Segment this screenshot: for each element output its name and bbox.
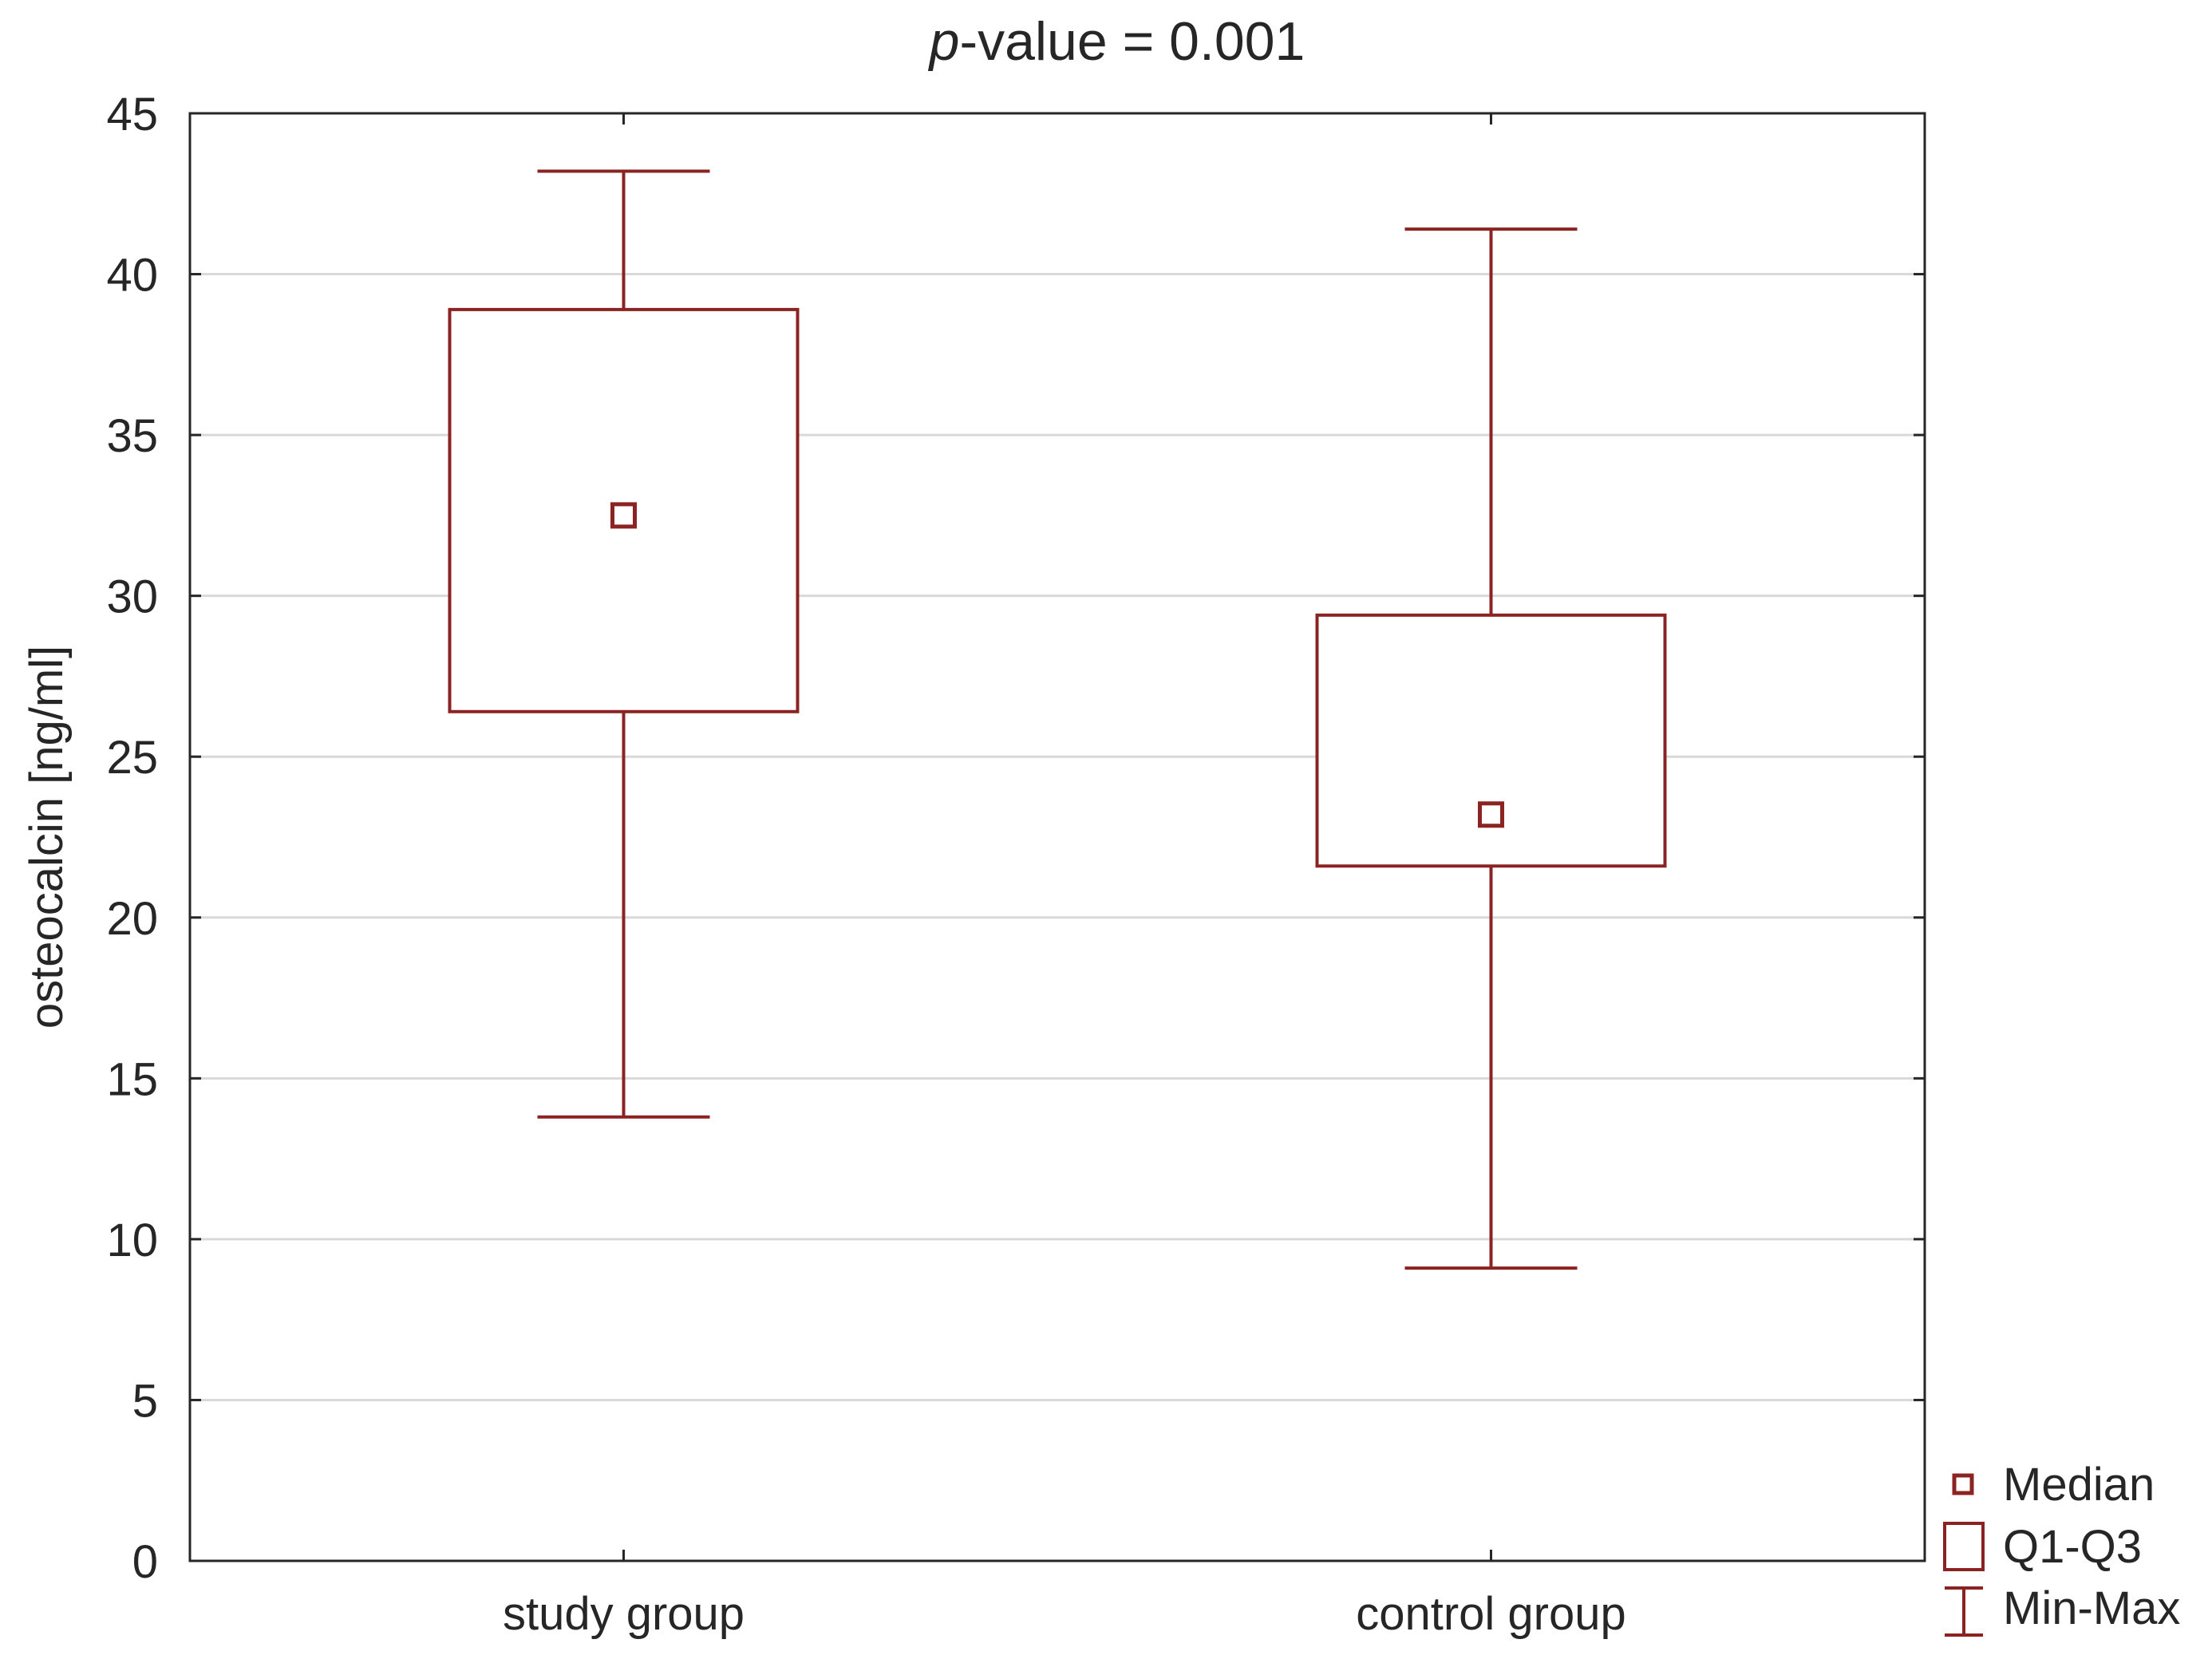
box-series [448, 169, 1667, 1270]
y-tick-label: 30 [106, 571, 158, 623]
plot-frame [188, 112, 1926, 1562]
title-rest: -value = 0.001 [959, 11, 1305, 72]
y-axis: 0 5 10 15 20 25 30 35 40 45 [106, 89, 1925, 1588]
y-tick-label: 15 [106, 1053, 158, 1105]
legend-median-label: Median [2003, 1459, 2155, 1511]
legend: Median Q1-Q3 Min-Max [1943, 1459, 2180, 1637]
box-group [448, 169, 800, 1119]
y-tick-label: 45 [106, 89, 158, 140]
y-tick-label: 40 [106, 250, 158, 302]
iqr-box [1315, 613, 1667, 868]
y-tick-label: 25 [106, 732, 158, 784]
x-tick-label: study group [503, 1588, 745, 1640]
legend-minmax-label: Min-Max [2003, 1582, 2180, 1634]
y-tick-label: 10 [106, 1215, 158, 1266]
y-tick-label: 20 [106, 893, 158, 945]
x-tick-label: control group [1356, 1588, 1626, 1640]
chart-title: p-value = 0.001 [928, 11, 1305, 72]
y-axis-label: osteocalcin [ng/ml] [21, 646, 73, 1029]
legend-q1q3-label: Q1-Q3 [2003, 1521, 2142, 1573]
legend-minmax-marker [1945, 1586, 1983, 1637]
y-tick-label: 35 [106, 410, 158, 462]
title-italic-part: p [928, 11, 960, 72]
y-tick-label: 5 [132, 1375, 158, 1427]
x-axis: study group control group [503, 113, 1626, 1640]
median-marker [1478, 801, 1504, 828]
median-marker [610, 502, 637, 529]
box-group [1315, 227, 1667, 1270]
legend-q1q3-marker [1943, 1522, 1985, 1571]
legend-median-marker [1952, 1473, 1974, 1495]
y-tick-label: 0 [132, 1536, 158, 1588]
